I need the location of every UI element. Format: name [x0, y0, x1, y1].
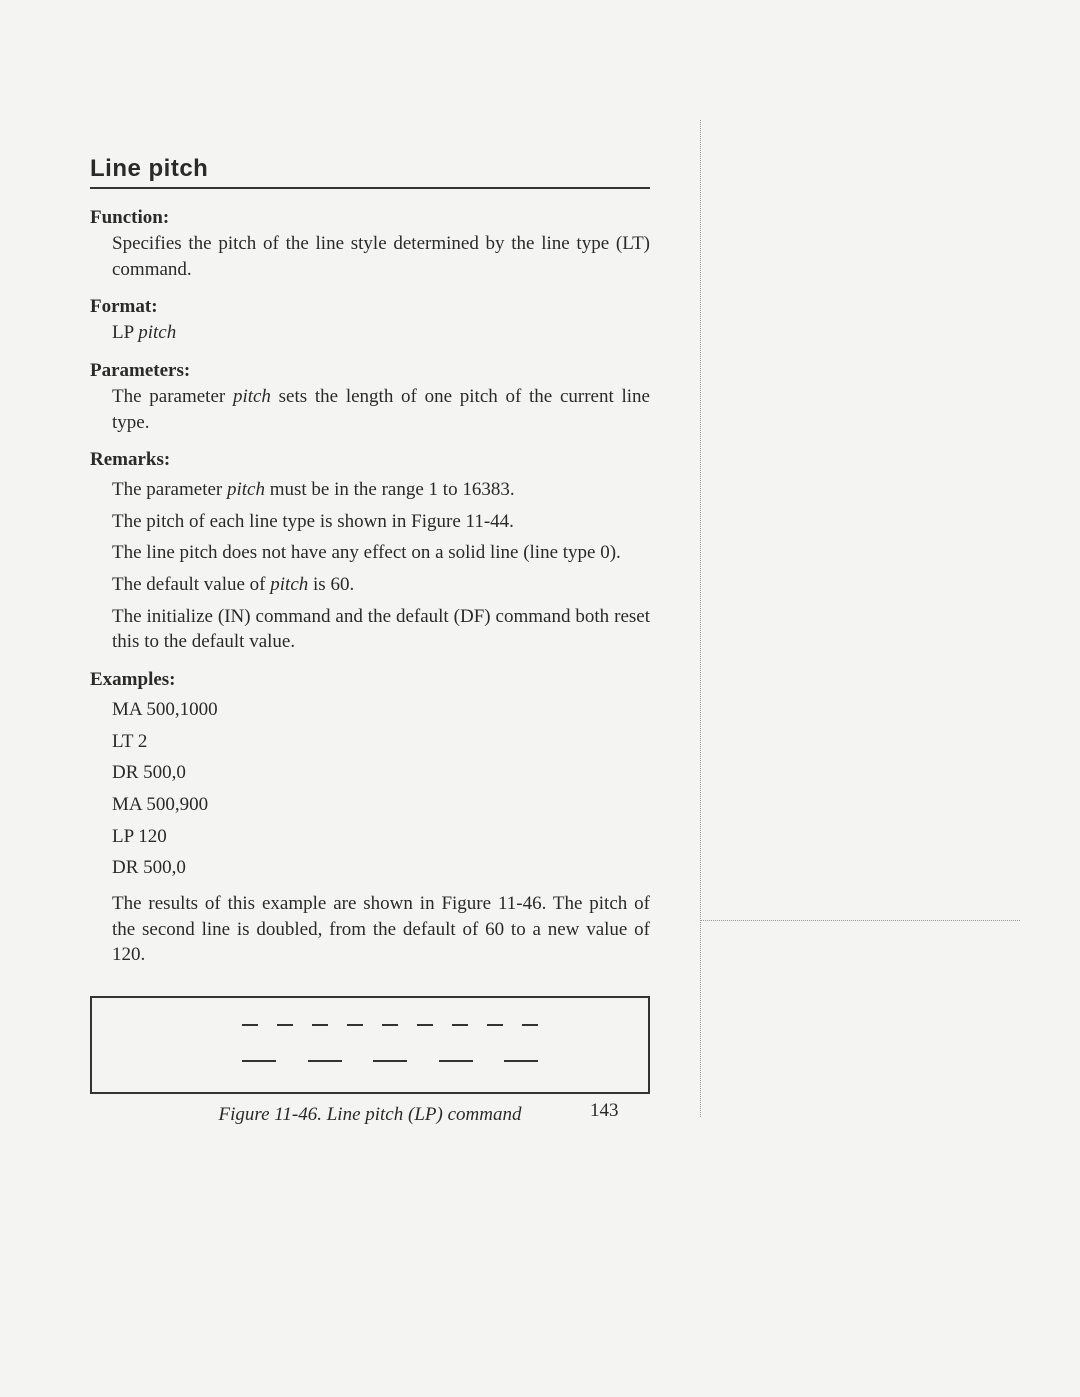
parameters-em: pitch: [233, 386, 271, 407]
examples-block: MA 500,1000 LT 2 DR 500,0 MA 500,900 LP …: [90, 697, 650, 881]
dash-segment: [417, 1024, 433, 1026]
page-number: 143: [590, 1100, 619, 1122]
examples-result: The results of this example are shown in…: [112, 891, 650, 968]
remark-1: The parameter pitch must be in the range…: [112, 477, 650, 503]
function-body: Specifies the pitch of the line style de…: [112, 231, 650, 282]
column-divider: [700, 120, 701, 1117]
remarks-heading: Remarks:: [90, 449, 650, 471]
dash-segment: [373, 1060, 407, 1062]
example-line: DR 500,0: [112, 760, 650, 786]
remark-4-pre: The default value of: [112, 574, 270, 595]
dash-segment: [347, 1024, 363, 1026]
remark-4-em: pitch: [270, 574, 308, 595]
dash-segment: [277, 1024, 293, 1026]
example-line: MA 500,1000: [112, 697, 650, 723]
format-heading: Format:: [90, 296, 650, 318]
function-heading: Function:: [90, 207, 650, 229]
remark-4-post: is 60.: [308, 574, 354, 595]
figure-box: [90, 996, 650, 1094]
remark-4: The default value of pitch is 60.: [112, 572, 650, 598]
dash-segment: [504, 1060, 538, 1062]
dash-segment: [242, 1060, 276, 1062]
remark-2: The pitch of each line type is shown in …: [112, 509, 650, 535]
example-line: DR 500,0: [112, 855, 650, 881]
page: Line pitch Function: Specifies the pitch…: [0, 0, 1080, 1397]
remark-3: The line pitch does not have any effect …: [112, 540, 650, 566]
dash-segment: [452, 1024, 468, 1026]
figure-caption: Figure 11-46. Line pitch (LP) command: [90, 1104, 650, 1126]
remark-1-post: must be in the range 1 to 16383.: [265, 479, 515, 500]
remark-1-pre: The parameter: [112, 479, 227, 500]
parameters-heading: Parameters:: [90, 360, 650, 382]
remark-5: The initialize (IN) command and the defa…: [112, 604, 650, 655]
dash-segment: [487, 1024, 503, 1026]
format-body: LP pitch: [112, 320, 650, 346]
format-cmd: LP: [112, 322, 138, 343]
dash-segment: [522, 1024, 538, 1026]
parameters-pre: The parameter: [112, 386, 233, 407]
remark-1-em: pitch: [227, 479, 265, 500]
dash-segment: [382, 1024, 398, 1026]
example-line: LP 120: [112, 824, 650, 850]
example-line: MA 500,900: [112, 792, 650, 818]
horizontal-divider: [700, 920, 1020, 921]
format-arg: pitch: [138, 322, 176, 343]
parameters-body: The parameter pitch sets the length of o…: [112, 384, 650, 435]
example-line: LT 2: [112, 729, 650, 755]
section-title: Line pitch: [90, 155, 650, 189]
dash-segment: [439, 1060, 473, 1062]
content-column: Line pitch Function: Specifies the pitch…: [90, 155, 650, 1126]
dash-segment: [312, 1024, 328, 1026]
figure-line-doubled-pitch: [242, 1060, 538, 1062]
dash-segment: [308, 1060, 342, 1062]
figure-line-default-pitch: [242, 1024, 538, 1026]
dash-segment: [242, 1024, 258, 1026]
examples-heading: Examples:: [90, 669, 650, 691]
